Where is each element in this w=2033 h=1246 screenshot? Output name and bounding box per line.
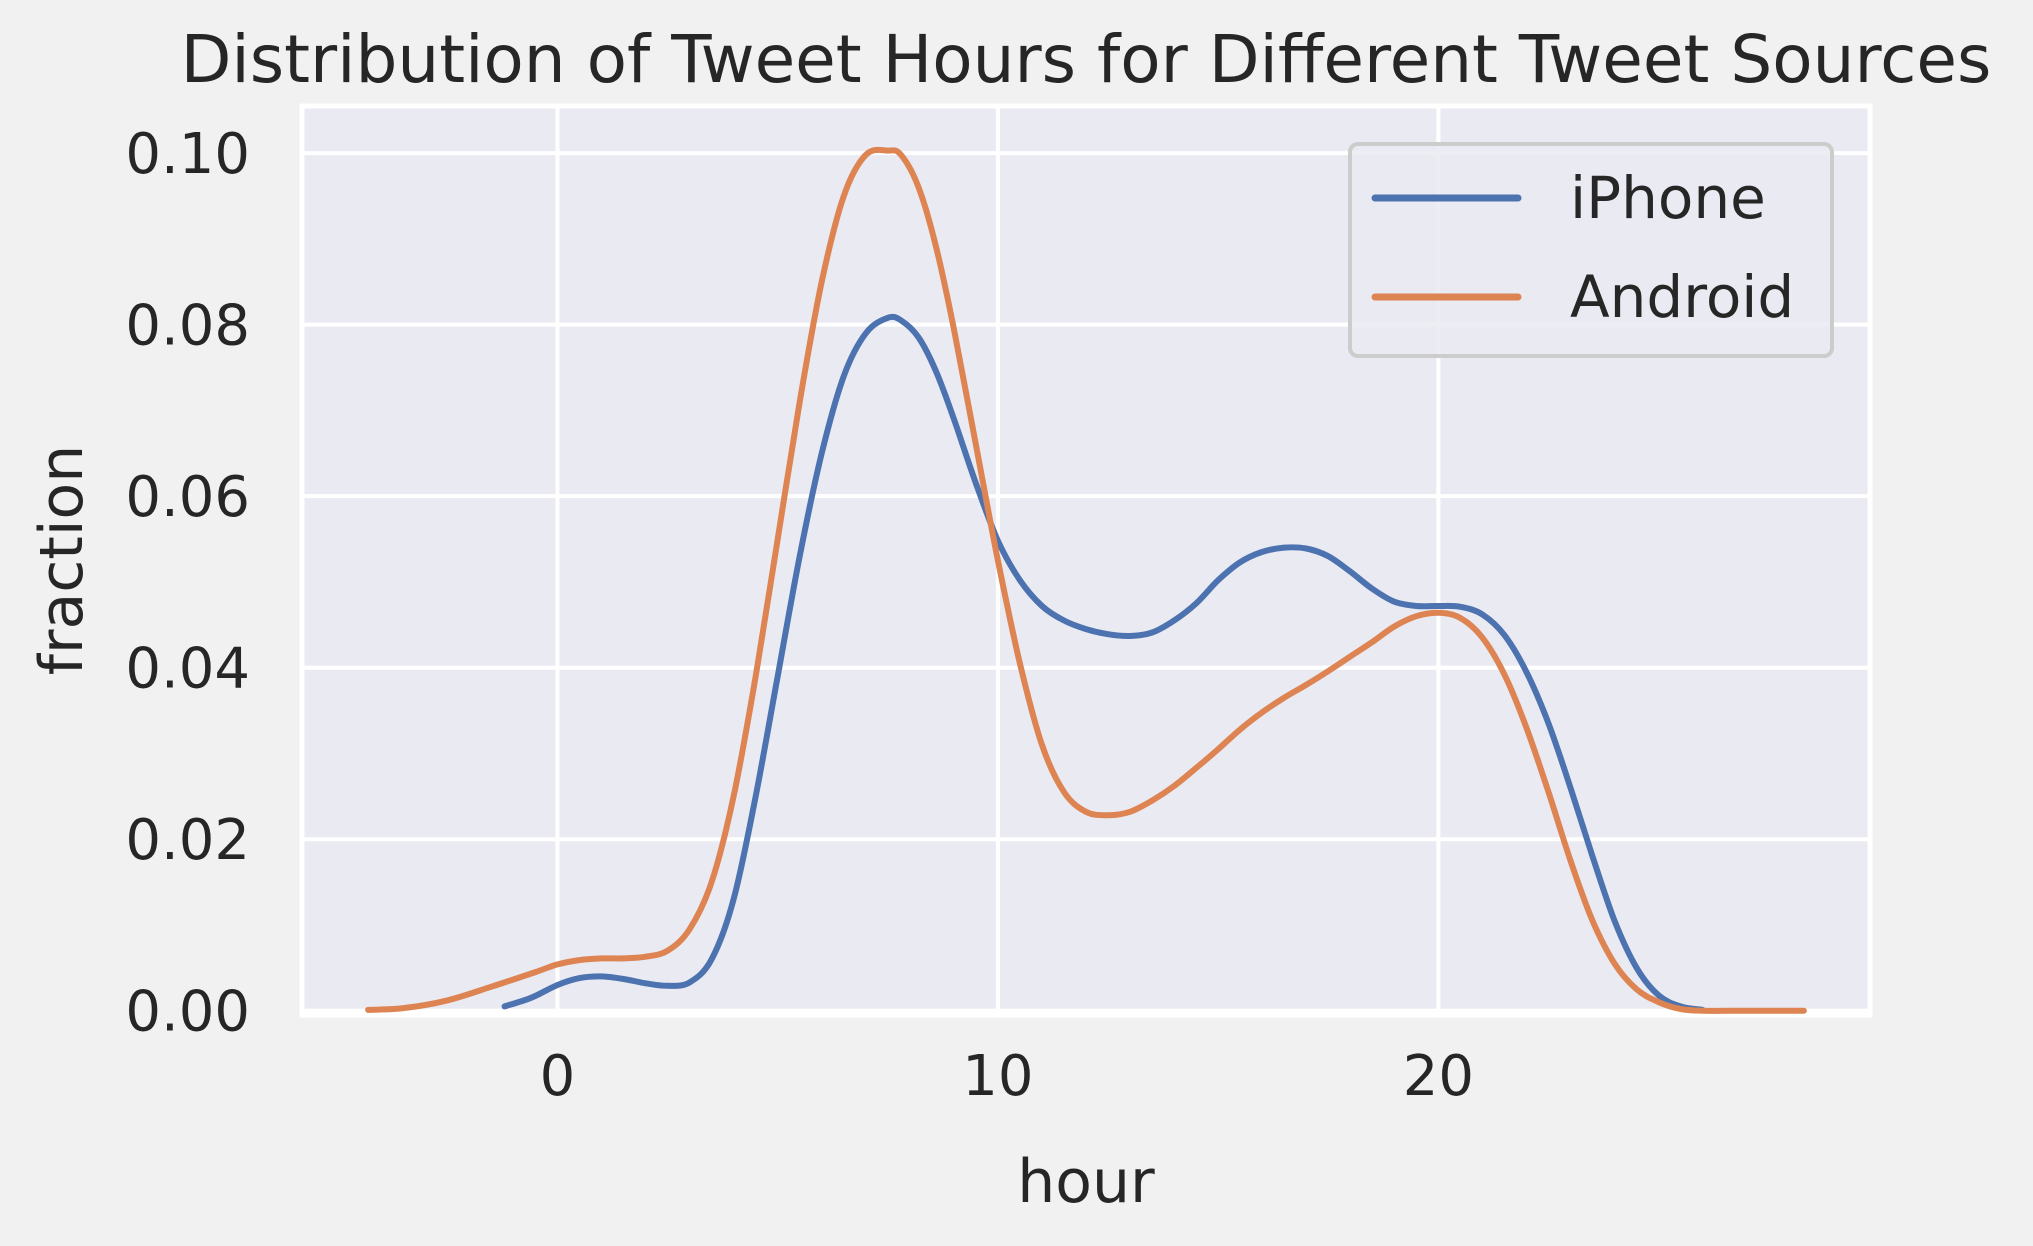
y-axis-label: fraction xyxy=(27,445,97,675)
chart-title: Distribution of Tweet Hours for Differen… xyxy=(181,21,1992,98)
legend: iPhone Android xyxy=(1348,142,1834,358)
x-tick-label: 0 xyxy=(540,1044,576,1109)
y-tick-label: 0.00 xyxy=(125,980,250,1045)
series-line-iphone xyxy=(501,313,1706,1013)
legend-label-android: Android xyxy=(1570,263,1794,331)
y-tick-label: 0.10 xyxy=(125,122,250,187)
x-tick-label: 10 xyxy=(962,1044,1033,1109)
y-tick-labels: 0.00 0.02 0.04 0.06 0.08 0.10 xyxy=(125,122,250,1045)
x-tick-label: 20 xyxy=(1403,1044,1474,1109)
y-tick-label: 0.06 xyxy=(125,465,250,530)
x-axis-label: hour xyxy=(1017,1147,1155,1217)
x-tick-labels: 0 10 20 xyxy=(540,1044,1474,1109)
y-tick-label: 0.04 xyxy=(125,637,250,702)
y-tick-label: 0.08 xyxy=(125,294,250,359)
legend-label-iphone: iPhone xyxy=(1570,164,1766,232)
y-tick-label: 0.02 xyxy=(125,808,250,873)
series-line-android xyxy=(365,146,1807,1014)
series-lines xyxy=(365,146,1807,1014)
